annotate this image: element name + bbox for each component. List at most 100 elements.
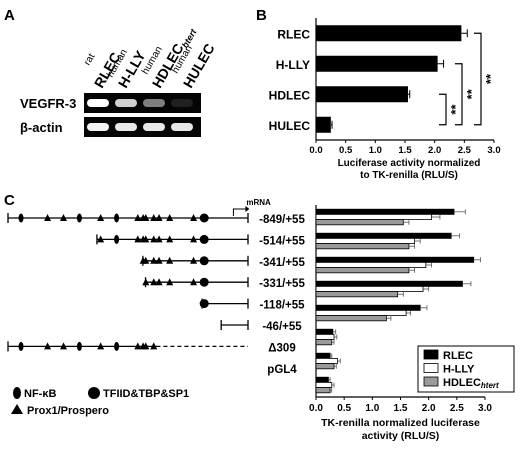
chart-b-bar-h-lly	[316, 55, 438, 72]
construct-309-site-0-icon	[18, 341, 24, 351]
chart-c-tick-label-3: 1.5	[394, 403, 408, 414]
gel-bands-beta-actin	[87, 123, 193, 131]
chart-b-category-hdlec: HDLEC	[269, 88, 311, 102]
construct-309-label: Δ309	[268, 342, 295, 354]
construct-341-55-site-2-icon	[150, 256, 158, 264]
chart-c-bar-341-55-hdlec	[315, 267, 410, 274]
construct-309-site-5-icon	[114, 341, 120, 351]
site-legend-nfkb: NF-κB	[24, 388, 56, 400]
gel-row-vegfr3: VEGFR-3	[20, 93, 201, 113]
chart-c-bar-118-55-h-lly	[315, 309, 407, 316]
construct-331-55-label: -331/+55	[259, 278, 305, 290]
construct-849-55-site-10-icon	[155, 214, 163, 221]
chart-c-legend-swatch-rlec	[423, 349, 439, 360]
construct-514-55-site-6-icon	[155, 235, 163, 243]
chart-b-tick-label-2: 1.0	[369, 145, 382, 156]
construct-309-site-1-icon	[44, 342, 52, 350]
gel-row-label-vegfr3: VEGFR-3	[20, 96, 76, 111]
construct-331-55-site-5-icon	[199, 277, 209, 287]
chart-c-bar-331-55-h-lly	[315, 285, 424, 292]
gel-band-vegfr-3-lane-1	[115, 99, 137, 107]
chart-b-bar-hdlec	[316, 86, 408, 103]
construct-331-55-site-4-icon	[190, 278, 198, 286]
mrna-arrowhead-icon	[245, 206, 250, 212]
construct-341-55-site-1-icon	[142, 256, 150, 264]
chart-c-bar-849-55-hdlec	[315, 219, 404, 226]
chart-c-bar-pgl4-h-lly	[315, 381, 333, 388]
gel-lane-labels: rat RLEC human H-LLY human HDLEChtert hu…	[82, 27, 218, 91]
construct-341-55-label: -341/+55	[259, 257, 305, 269]
chart-c-tick-label-1: 0.5	[337, 403, 351, 414]
construct-849-55-site-5-icon	[114, 213, 120, 223]
chart-b-significance-label-2: **	[448, 104, 463, 115]
chart-c-tick-label-2: 1.0	[365, 403, 379, 414]
chart-c-tick-label-4: 2.0	[422, 403, 436, 414]
chart-b: RLEC H-LLY HDLEC HULEC 0.0 0.5 1.0 1.5 2.0 2.5 3.0…	[269, 18, 501, 181]
chart-c-bar-46-55-hdlec	[315, 339, 333, 346]
chart-b-significance-label-0: **	[483, 73, 498, 84]
chart-b-x-axis-label: Luciferase activity normalized to TK-reni…	[338, 158, 481, 181]
construct-331-55-site-1-icon	[150, 278, 158, 286]
chart-b-category-hulec: HULEC	[269, 119, 311, 133]
chart-c-bar-514-55-hdlec	[315, 243, 410, 250]
mrna-arrow-icon	[232, 208, 246, 216]
gel-band-actin-lane-3	[171, 123, 193, 131]
gel-band-vegfr-3-lane-0	[87, 99, 109, 107]
chart-c-bar-331-55-rlec	[315, 280, 463, 287]
panel-label-b: B	[256, 7, 267, 24]
construct-849-55-site-1-icon	[44, 214, 52, 221]
construct-849-55-site-9-icon	[150, 214, 158, 221]
chart-c-tick-label-0: 0.0	[309, 403, 323, 414]
chart-c-legend-label-rlec: RLEC	[443, 350, 473, 362]
construct-309-site-4-icon	[97, 342, 105, 350]
chart-c-bar-118-55-hdlec	[315, 315, 387, 322]
chart-b-significance-bracket-0	[474, 32, 482, 126]
nfkb-symbol-icon	[13, 387, 21, 399]
construct-514-55-site-4-icon	[142, 235, 150, 243]
chart-c-bar-118-55-rlec	[315, 304, 421, 311]
chart-b-x-axis-label-line-0: Luciferase activity normalized	[338, 158, 481, 169]
construct-309-site-2-icon	[59, 342, 67, 350]
chart-c-bar-46-55-rlec	[315, 328, 334, 335]
chart-c-legend-label-hdlec: HDLEChtert	[443, 377, 499, 390]
construct-331-55-site-0-icon	[142, 278, 150, 286]
chart-b-significance-bracket-2	[439, 93, 447, 126]
chart-b-tick-label-1: 0.5	[339, 145, 353, 156]
construct-514-55-site-8-icon	[190, 235, 198, 243]
chart-c: 0.0 0.5 1.0 1.5 2.0 2.5 3.0 TK-renilla normaliz…	[309, 205, 515, 442]
construct-849-55-site-6-icon	[134, 214, 142, 221]
construct-pgl4-label: pGL4	[267, 364, 297, 376]
construct-341-55-site-4-icon	[166, 256, 174, 264]
construct-849-55-site-4-icon	[97, 214, 105, 221]
chart-b-significance-label-1: **	[464, 88, 479, 99]
gel-row-beta-actin: β-actin	[20, 117, 201, 137]
gel-band-vegfr-3-lane-3	[171, 99, 193, 107]
chart-b-tick-label-6: 3.0	[487, 145, 500, 156]
construct-118-55-site-0-icon	[199, 299, 209, 309]
construct-849-55-site-8-icon	[142, 214, 150, 221]
site-legend-tfiid: TFIID&TBP&SP1	[103, 388, 189, 400]
chart-b-tick-label-3: 1.5	[398, 145, 412, 156]
construct-331-55-site-3-icon	[166, 278, 174, 286]
chart-c-bar-309-h-lly	[315, 357, 338, 364]
chart-c-bar-514-55-h-lly	[315, 237, 415, 244]
construct-46-55-label: -46/+55	[262, 321, 302, 333]
construct-849-55-site-11-icon	[166, 214, 174, 221]
construct-849-55-site-2-icon	[59, 214, 67, 221]
prox1-symbol-icon	[11, 404, 23, 414]
construct-849-55-site-12-icon	[190, 214, 198, 221]
gel-row-label-beta-actin: β-actin	[20, 120, 63, 135]
chart-b-category-rlec: RLEC	[277, 27, 310, 41]
construct-514-55-site-9-icon	[199, 234, 209, 244]
gel-strip-beta-actin	[84, 117, 201, 137]
gel-band-actin-lane-2	[143, 123, 165, 131]
chart-b-category-h-lly: H-LLY	[276, 58, 310, 72]
chart-c-legend-swatch-hdlec	[423, 376, 439, 387]
chart-c-tick-label-5: 2.5	[450, 403, 464, 414]
chart-c-bar-849-55-rlec	[315, 208, 455, 215]
chart-c-bar-pgl4-rlec	[315, 376, 329, 383]
construct-514-55-site-2-icon	[134, 235, 142, 243]
panel-label-a: A	[4, 7, 15, 24]
